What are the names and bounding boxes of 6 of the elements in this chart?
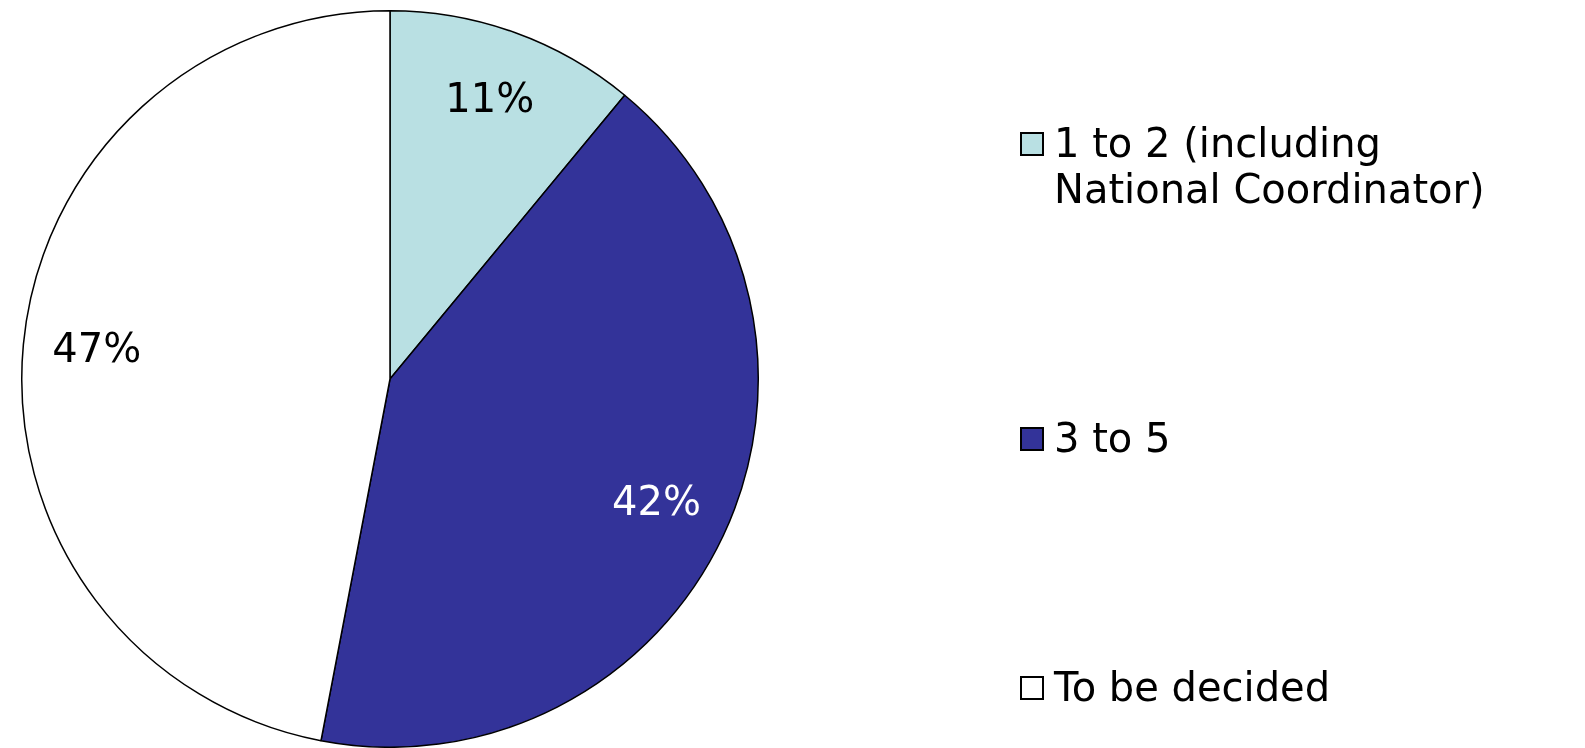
data-label: 42% bbox=[612, 477, 702, 524]
data-label: 11% bbox=[445, 75, 535, 122]
legend-label: To be decided bbox=[1054, 664, 1331, 710]
data-label: 47% bbox=[52, 324, 142, 371]
legend-label: 1 to 2 (including National Coordinator) bbox=[1054, 120, 1486, 212]
legend-label: 3 to 5 bbox=[1054, 415, 1171, 461]
